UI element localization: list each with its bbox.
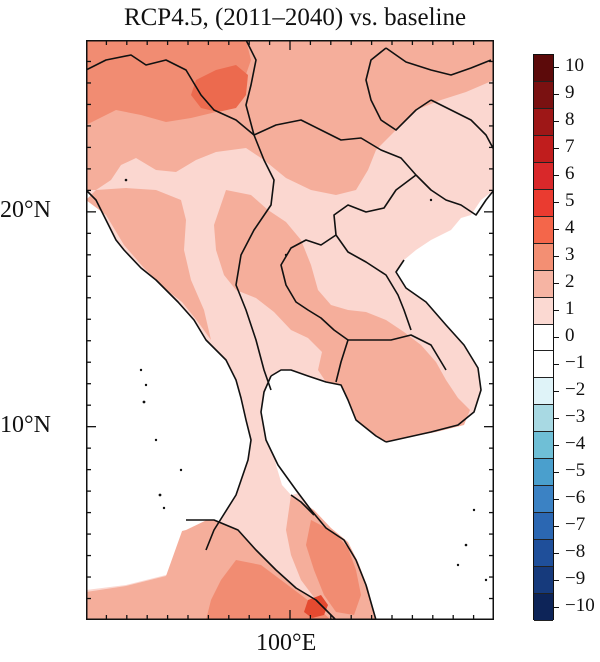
lat-tick-label: 20°N xyxy=(0,196,51,223)
colorbar-tick xyxy=(554,337,559,338)
colorbar-label: −8 xyxy=(565,540,586,562)
zone-level-2-3-west xyxy=(86,188,211,340)
colorbar-cell xyxy=(534,324,553,352)
colorbar-cell xyxy=(534,351,553,379)
colorbar-label: 10 xyxy=(565,55,584,77)
gulf-of-thailand xyxy=(271,380,368,495)
colorbar-tick xyxy=(554,229,559,231)
colorbar xyxy=(533,54,554,621)
colorbar-label: −4 xyxy=(565,432,586,454)
colorbar-tick xyxy=(554,525,559,527)
colorbar-label: 8 xyxy=(565,109,575,131)
colorbar-cell xyxy=(534,55,553,82)
colorbar-cell xyxy=(534,81,553,109)
map-panel xyxy=(86,40,494,620)
colorbar-tick xyxy=(554,148,559,150)
map-svg xyxy=(86,40,494,620)
colorbar-label: 5 xyxy=(565,190,575,212)
colorbar-label: −9 xyxy=(565,567,586,589)
colorbar-tick xyxy=(554,417,559,419)
colorbar-tick xyxy=(554,202,559,204)
colorbar-cell xyxy=(534,378,553,406)
colorbar-tick xyxy=(554,256,559,258)
colorbar-tick xyxy=(554,283,559,285)
colorbar-label: 3 xyxy=(565,244,575,266)
colorbar-label: −6 xyxy=(565,486,586,508)
colorbar-cell xyxy=(534,567,553,595)
colorbar-cell xyxy=(534,432,553,460)
colorbar-label: 4 xyxy=(565,217,575,239)
colorbar-label: −5 xyxy=(565,459,586,481)
colorbar-tick xyxy=(554,67,559,69)
zone-level-3-4-malaysia xyxy=(206,560,331,620)
colorbar-tick xyxy=(554,579,559,581)
zone-level-3-4-east-peninsula xyxy=(306,520,361,615)
colorbar-tick xyxy=(554,363,559,365)
colorbar-cell xyxy=(534,270,553,298)
colorbar-cell xyxy=(534,594,553,621)
map-title: RCP4.5, (2011–2040) vs. baseline xyxy=(123,4,467,31)
andaman-sea xyxy=(86,290,241,545)
colorbar-label: −10 xyxy=(565,594,595,616)
colorbar-label: 6 xyxy=(565,163,575,185)
colorbar-label: 9 xyxy=(565,82,575,104)
colorbar-tick xyxy=(554,94,559,96)
colorbar-tick xyxy=(554,498,559,500)
axis-ticks xyxy=(86,40,494,620)
sea-east-lower xyxy=(376,430,494,620)
zone-level-5-6-hotspot xyxy=(304,595,328,618)
colorbar-label: 1 xyxy=(565,298,575,320)
zone-level-2-3-thailand xyxy=(214,190,470,442)
colorbar-cell xyxy=(534,243,553,271)
colorbar-cell xyxy=(534,216,553,244)
colorbar-tick xyxy=(554,175,559,177)
colorbar-tick xyxy=(554,471,559,473)
lat-tick-label: 10°N xyxy=(0,411,51,438)
colorbar-label: 2 xyxy=(565,271,575,293)
colorbar-tick xyxy=(554,444,559,446)
land-mainland xyxy=(86,40,494,620)
colorbar-tick xyxy=(554,310,559,312)
colorbar-cell xyxy=(534,513,553,541)
colorbar-label: −1 xyxy=(565,351,586,373)
colorbar-label: 7 xyxy=(565,136,575,158)
colorbar-label: 0 xyxy=(565,325,575,346)
south-china-sea xyxy=(458,200,494,340)
colorbar-cell xyxy=(534,405,553,433)
lon-tick-label: 100°E xyxy=(256,630,317,656)
colorbar-tick xyxy=(554,121,559,123)
colorbar-cell xyxy=(534,297,553,325)
colorbar-cell xyxy=(534,162,553,190)
colorbar-cell xyxy=(534,459,553,487)
colorbar-label: −2 xyxy=(565,378,586,400)
country-borders xyxy=(86,40,494,620)
colorbar-cell xyxy=(534,540,553,568)
island-dots xyxy=(124,178,488,582)
colorbar-tick xyxy=(554,552,559,554)
colorbar-cell xyxy=(534,189,553,217)
colorbar-tick xyxy=(554,390,559,392)
colorbar-tick xyxy=(554,606,559,608)
colorbar-label: −3 xyxy=(565,405,586,427)
colorbar-cell xyxy=(534,486,553,514)
colorbar-cell xyxy=(534,108,553,136)
colorbar-cell xyxy=(534,135,553,163)
colorbar-label: −7 xyxy=(565,513,586,535)
